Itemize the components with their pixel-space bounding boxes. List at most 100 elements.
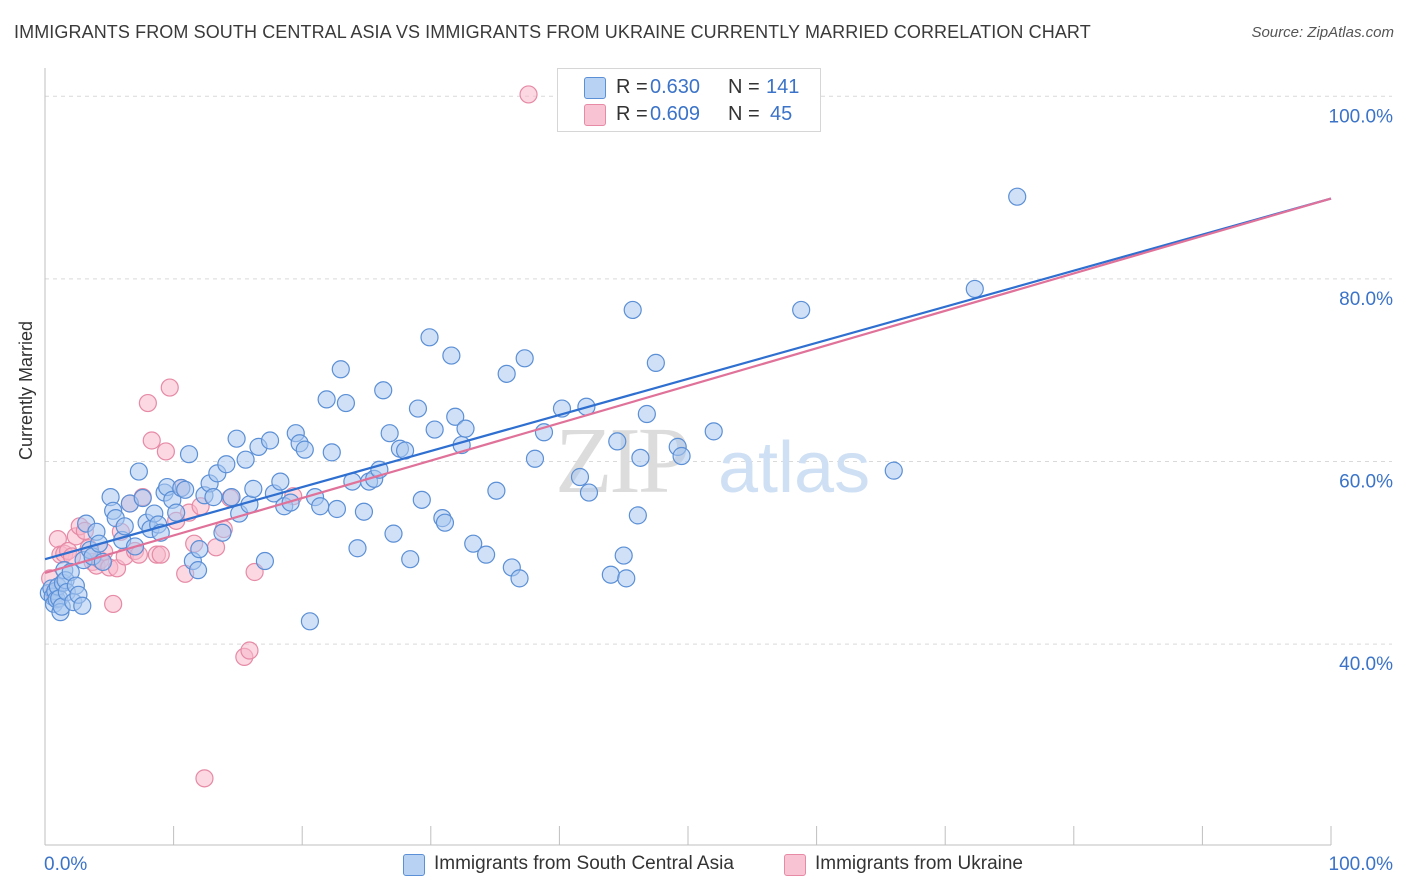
south-central-asia-point [331, 360, 350, 379]
south-central-asia-point [884, 461, 903, 480]
south-central-asia-point [704, 422, 723, 441]
ukraine-point [142, 431, 161, 450]
trend-line-south-central-asia [44, 197, 1332, 561]
south-central-asia-point [1008, 187, 1027, 206]
south-central-asia-point [217, 455, 236, 474]
south-central-asia-point [442, 346, 461, 365]
chart-title: IMMIGRANTS FROM SOUTH CENTRAL ASIA VS IM… [14, 22, 1091, 42]
south-central-asia-point [456, 419, 475, 438]
south-central-asia-point [317, 390, 336, 409]
ukraine-point [519, 85, 538, 104]
y-tick-label: 100.0% [1329, 106, 1394, 127]
legend-n-value: 141 [766, 76, 800, 98]
south-central-asia-point [631, 448, 650, 467]
south-central-asia-point [408, 399, 428, 418]
trend-lines [44, 197, 1332, 574]
legend-r-value: 0.609 [650, 103, 701, 125]
south-central-asia-point [510, 569, 529, 588]
south-central-asia-point [348, 539, 367, 558]
y-tick-label: 40.0% [1339, 654, 1393, 675]
south-central-asia-point [614, 546, 633, 565]
south-central-asia-point [129, 462, 148, 481]
south-central-asia-point [525, 449, 545, 468]
south-central-asia-point [281, 493, 300, 512]
y-tick-label: 60.0% [1339, 472, 1393, 493]
gridlines [45, 95, 1392, 645]
south-central-asia-point [579, 483, 599, 502]
ukraine-point [156, 442, 175, 461]
axes [44, 68, 1332, 846]
south-central-asia-point [487, 481, 506, 500]
south-central-asia-point [464, 534, 483, 553]
x-tick-label: 100.0% [1329, 854, 1394, 875]
south-central-asia-point [271, 472, 290, 491]
south-central-asia-point [965, 279, 984, 299]
tick-labels: 40.0% 60.0% 80.0% 100.0% 0.0% 100.0% [44, 106, 1393, 875]
watermark: ZIP atlas [555, 409, 870, 513]
south-central-asia-point [188, 561, 208, 580]
south-central-asia-point [244, 479, 263, 498]
south-central-asia-point [322, 443, 341, 462]
south-central-asia-point [412, 490, 431, 509]
source-credit: Source: ZipAtlas.com [1251, 24, 1394, 41]
south-central-asia-point [380, 424, 399, 443]
south-central-asia-point [401, 550, 420, 569]
south-central-asia-point [601, 565, 620, 584]
ukraine-point [240, 641, 259, 660]
south-central-asia-point [354, 502, 374, 521]
ukraine-point [151, 545, 170, 564]
south-central-asia-point [446, 407, 465, 426]
south-central-asia-point [476, 545, 496, 564]
legend-r-label: R = [616, 103, 648, 125]
south-central-asia-point [227, 429, 246, 448]
legend-r-value: 0.630 [650, 76, 701, 98]
south-central-asia-point [425, 420, 444, 439]
south-central-asia-point [628, 506, 647, 525]
south-central-asia-point [255, 551, 275, 571]
south-central-asia-point [167, 503, 186, 522]
south-central-asia-point [260, 431, 280, 450]
watermark-zip: ZIP [555, 409, 687, 513]
bottom-legend-swatch-blue [403, 854, 425, 876]
south-central-asia-point [190, 540, 209, 559]
south-central-asia-point [646, 353, 665, 372]
south-central-asia-point [420, 328, 439, 347]
south-central-asia-point [435, 513, 455, 532]
ukraine-point [104, 594, 123, 614]
south-central-asia-point [133, 488, 152, 508]
south-central-asia-point [672, 446, 691, 466]
south-central-asia-point [213, 523, 232, 542]
x-tick-label: 0.0% [44, 854, 87, 875]
ukraine-point [160, 378, 179, 397]
watermark-atlas: atlas [718, 428, 870, 508]
south-central-asia-point [204, 488, 223, 507]
south-central-asia-point [608, 432, 627, 451]
bottom-legend-swatch-pink [784, 854, 806, 876]
south-central-asia-point [792, 300, 811, 320]
legend-swatch-pink [584, 104, 606, 126]
south-central-asia-point [623, 300, 642, 320]
south-central-asia-point [570, 467, 590, 487]
south-central-asia-point [236, 450, 255, 469]
south-central-asia-point [327, 499, 347, 519]
y-axis-label: Currently Married [16, 320, 36, 460]
bottom-legend-label: Immigrants from Ukraine [815, 853, 1023, 874]
ukraine-point [138, 393, 157, 413]
south-central-asia-point [374, 381, 393, 400]
south-central-asia-point [115, 517, 134, 536]
south-central-asia-point [617, 569, 636, 588]
legend-r-label: R = [616, 76, 648, 98]
south-central-asia-point [311, 497, 330, 516]
trend-line-ukraine [44, 197, 1332, 574]
south-central-asia-point [73, 596, 92, 615]
legend-n-label: N = [728, 103, 760, 125]
south-central-asia-point [179, 445, 199, 464]
correlation-legend: R = 0.630 N = 141 R = 0.609 N = 45 [557, 68, 821, 132]
south-central-asia-point [497, 364, 516, 383]
legend-n-value: 45 [770, 103, 793, 125]
south-central-asia-point [176, 480, 195, 499]
south-central-asia-point [295, 440, 314, 459]
south-central-asia-point [336, 393, 356, 413]
legend-n-label: N = [728, 76, 760, 98]
south-central-asia-point [384, 524, 403, 543]
